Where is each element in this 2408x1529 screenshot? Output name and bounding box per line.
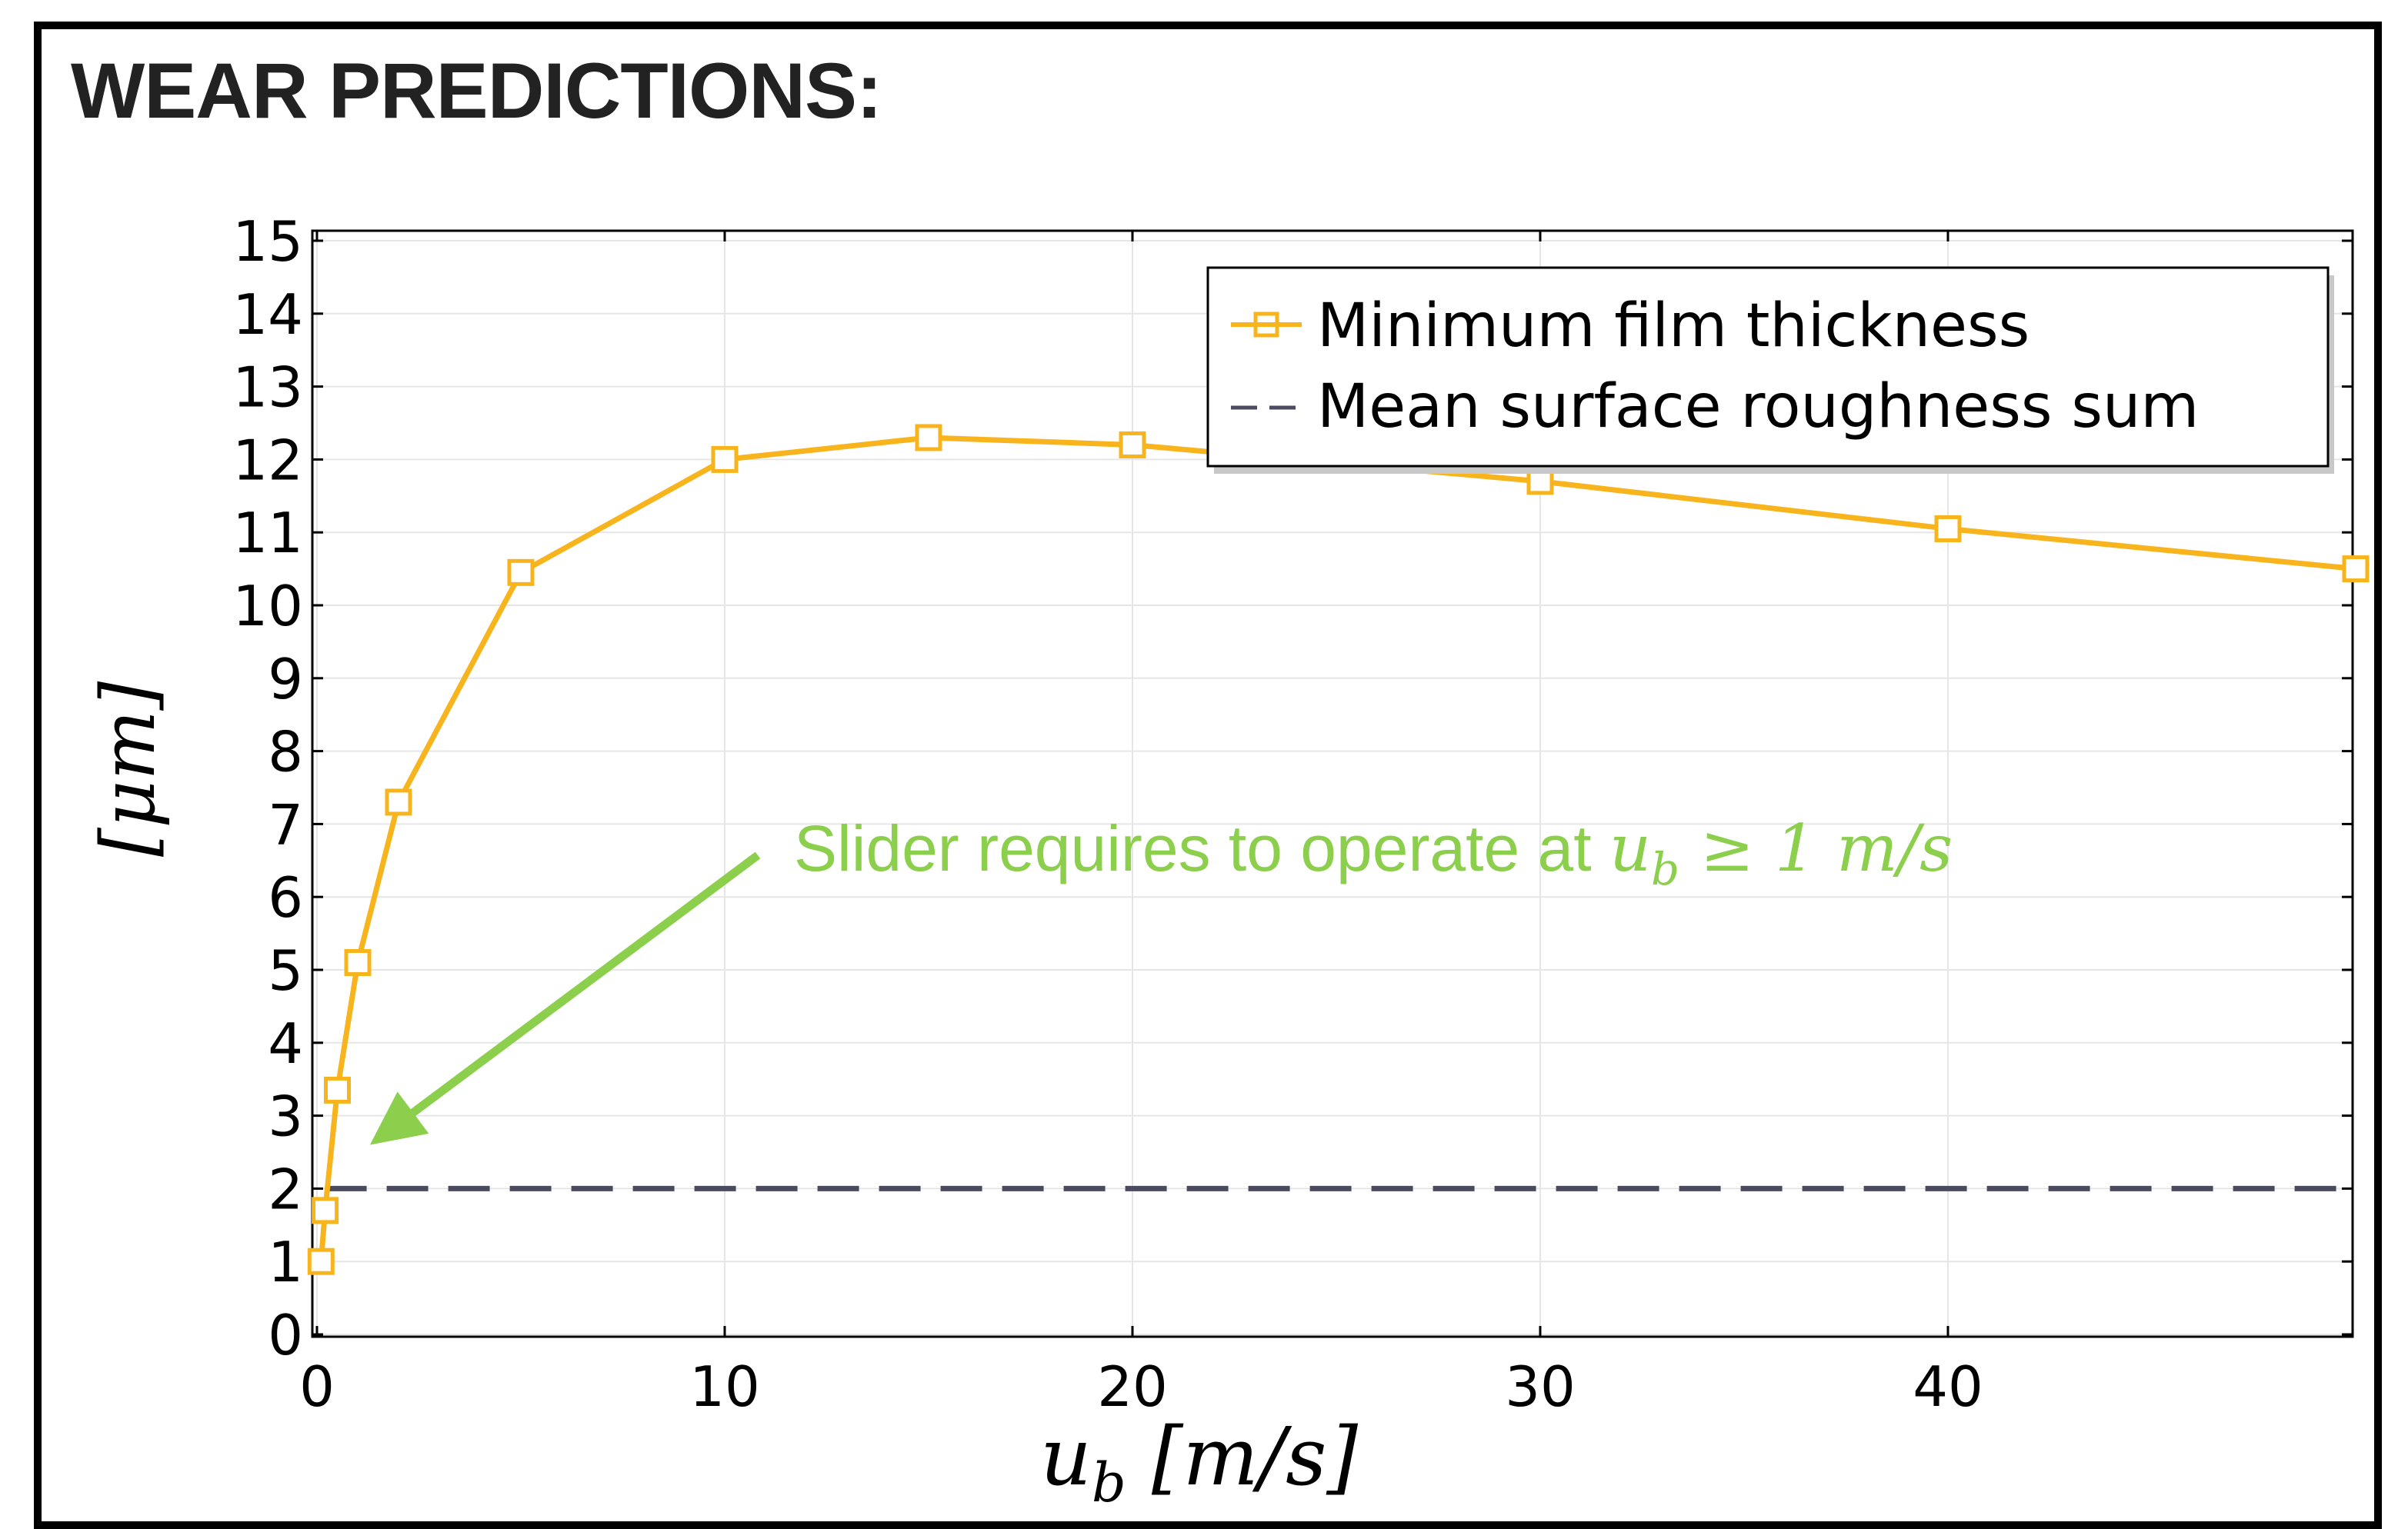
- x-tick-label: 40: [1913, 1354, 1983, 1419]
- legend-label-1: Minimum film thickness: [1317, 291, 2029, 361]
- x-axis-label: ub [m/s]: [1040, 1410, 1358, 1513]
- y-tick-label: 5: [268, 938, 303, 1003]
- y-tick-label: 2: [268, 1157, 303, 1221]
- x-axis-label-sub: b: [1092, 1451, 1126, 1513]
- y-tick-label: 7: [268, 792, 303, 857]
- y-tick-label: 14: [232, 282, 303, 347]
- y-tick-label: 6: [268, 865, 303, 930]
- x-tick-label: 30: [1505, 1354, 1576, 1419]
- data-point-min-film: [1934, 515, 1962, 542]
- x-tick-label: 0: [299, 1354, 335, 1419]
- x-tick-label: 20: [1097, 1354, 1168, 1419]
- series-layer: [318, 435, 2353, 1262]
- series-line-min-film: [318, 435, 2353, 1262]
- data-point-min-film: [312, 1197, 339, 1224]
- annotation-plain: Slider requires to operate at: [794, 812, 1609, 884]
- annotation-math-u: u: [1609, 811, 1651, 886]
- y-tick-label: 4: [268, 1011, 303, 1076]
- data-point-min-film: [385, 788, 412, 816]
- legend-label-2: Mean surface roughness sum: [1317, 372, 2199, 441]
- y-tick-label: 11: [232, 501, 303, 565]
- x-axis-label-u: u: [1040, 1410, 1092, 1504]
- annotation-text: Slider requires to operate at ub ≥ 1 m/s: [794, 811, 1953, 895]
- data-point-min-film: [2342, 555, 2370, 583]
- y-tick-label: 1: [268, 1230, 303, 1294]
- x-axis-label-unit: [m/s]: [1126, 1410, 1359, 1504]
- data-point-min-film: [344, 949, 372, 977]
- annotation-math-sub: b: [1651, 843, 1679, 895]
- y-tick-label: 0: [268, 1303, 303, 1367]
- page-title: WEAR PREDICTIONS:: [71, 47, 882, 135]
- y-tick-label: 8: [268, 720, 303, 784]
- y-tick-label: 12: [232, 428, 303, 492]
- data-point-min-film: [324, 1076, 351, 1104]
- legend: Minimum film thickness Mean surface roug…: [1206, 266, 2334, 474]
- data-point-min-film: [915, 424, 942, 451]
- data-point-min-film: [1119, 431, 1146, 458]
- annotation-arrow-line: [408, 851, 761, 1118]
- data-point-min-film: [307, 1248, 335, 1275]
- y-tick-label: 9: [268, 647, 303, 711]
- data-point-min-film: [507, 558, 535, 586]
- plot-area: [311, 229, 2354, 1338]
- x-tick-label: 10: [689, 1354, 760, 1419]
- y-tick-label: 13: [232, 355, 303, 420]
- legend-box: [1206, 266, 2330, 468]
- y-tick-label: 10: [232, 574, 303, 638]
- y-axis-label: [μm]: [85, 681, 172, 857]
- y-tick-label: 15: [232, 209, 303, 274]
- annotation-arrow-head: [369, 1091, 429, 1145]
- y-tick-label: 3: [268, 1084, 303, 1149]
- legend-swatch-marker-1: [1253, 311, 1279, 338]
- data-point-min-film: [711, 445, 739, 473]
- annotation-math-rest: ≥ 1 m/s: [1679, 811, 1953, 886]
